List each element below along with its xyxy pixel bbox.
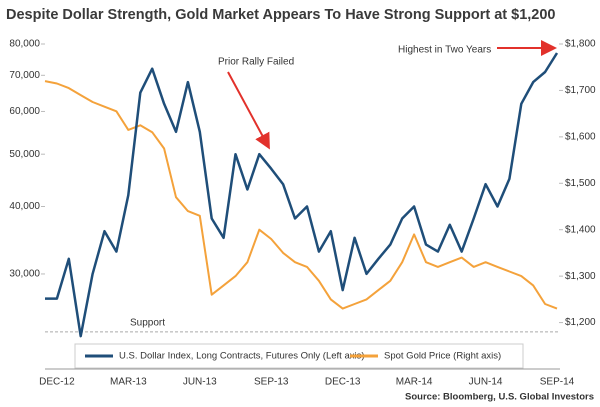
- chart-title: Despite Dollar Strength, Gold Market App…: [6, 7, 556, 23]
- annotation-arrow: [227, 71, 270, 150]
- support-label: Support: [130, 317, 165, 328]
- x-tick-label: SEP-13: [254, 377, 289, 388]
- y2-tick-label: $1,400: [565, 224, 596, 235]
- y-tick-label: 60,000: [9, 106, 40, 117]
- x-tick-label: DEC-13: [325, 377, 361, 388]
- y2-tick-label: $1,800: [565, 39, 596, 50]
- series-line: [45, 52, 559, 338]
- x-tick-label: SEP-14: [540, 377, 575, 388]
- legend-label: U.S. Dollar Index, Long Contracts, Futur…: [119, 351, 365, 362]
- legend-label: Spot Gold Price (Right axis): [384, 351, 501, 362]
- legend-box: [74, 343, 524, 369]
- y-tick-label: 50,000: [9, 149, 40, 160]
- x-tick-label: MAR-13: [110, 377, 147, 388]
- annotation: Prior Rally Failed: [218, 57, 294, 68]
- y2-tick-label: $1,300: [565, 271, 596, 282]
- x-tick-label: JUN-13: [183, 377, 217, 388]
- y2-tick-label: $1,700: [565, 85, 596, 96]
- x-tick-label: JUN-14: [469, 377, 503, 388]
- y-tick-label: 40,000: [9, 201, 40, 212]
- x-tick-label: DEC-12: [39, 377, 75, 388]
- annotation: Highest in Two Years: [398, 45, 491, 56]
- source: Source: Bloomberg, U.S. Global Investors: [405, 392, 594, 403]
- x-tick-label: MAR-14: [396, 377, 433, 388]
- y2-tick-label: $1,200: [565, 317, 596, 328]
- series-line: [44, 80, 558, 310]
- y2-tick-label: $1,600: [565, 131, 596, 142]
- y2-tick-label: $1,500: [565, 178, 596, 189]
- y-tick-label: 30,000: [9, 269, 40, 280]
- y-tick-label: 70,000: [9, 70, 40, 81]
- y-tick-label: 80,000: [9, 39, 40, 50]
